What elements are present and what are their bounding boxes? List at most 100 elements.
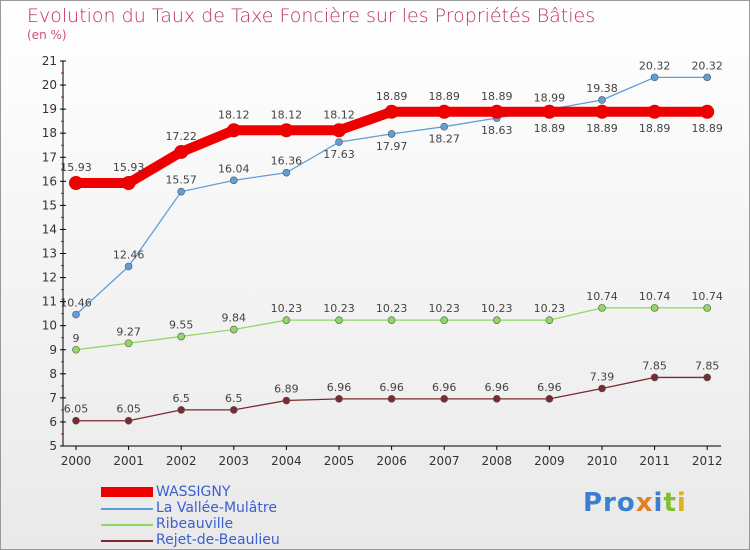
data-label: 20.32	[639, 59, 671, 72]
data-point	[282, 396, 291, 405]
legend-swatch	[101, 540, 153, 542]
data-point	[384, 104, 399, 119]
data-point	[598, 304, 606, 312]
data-label: 10.23	[376, 302, 408, 315]
data-point	[650, 373, 659, 382]
data-point	[387, 395, 396, 403]
data-point	[542, 104, 557, 119]
data-label: 10.23	[481, 302, 513, 315]
data-point	[279, 123, 294, 138]
data-label: 18.27	[428, 133, 460, 146]
data-label: 10.74	[639, 290, 671, 303]
y-tick-label: 15	[42, 198, 57, 212]
data-point	[492, 316, 501, 324]
data-label: 18.89	[376, 90, 408, 103]
data-point	[335, 395, 343, 403]
legend-label: La Vallée-Mulâtre	[156, 500, 277, 516]
legend-label: Ribeauville	[156, 516, 234, 532]
data-point	[72, 345, 80, 354]
data-point	[230, 176, 238, 185]
data-label: 16.36	[271, 155, 303, 168]
y-tick-label: 19	[42, 102, 57, 116]
data-label: 9.55	[169, 319, 194, 332]
data-label: 12.46	[113, 248, 145, 261]
data-point	[72, 310, 80, 319]
data-label: 6.05	[116, 403, 141, 416]
y-tick-label: 20	[42, 78, 57, 92]
data-label: 18.89	[639, 122, 671, 135]
data-label: 18.89	[534, 122, 566, 135]
data-point	[387, 316, 396, 324]
data-point	[72, 416, 80, 425]
data-label: 15.93	[113, 161, 145, 174]
x-tick-label: 2008	[482, 454, 513, 468]
data-point	[177, 332, 185, 341]
y-tick-label: 16	[42, 174, 57, 188]
data-point	[440, 316, 449, 324]
data-point	[335, 316, 343, 324]
x-tick-label: 2002	[166, 454, 197, 468]
x-tick-label: 2006	[376, 454, 407, 468]
data-point	[492, 395, 501, 403]
data-point	[703, 373, 712, 382]
data-label: 18.99	[534, 91, 566, 104]
data-label: 18.89	[481, 90, 513, 103]
data-label: 9.84	[222, 312, 247, 325]
data-label: 17.97	[376, 140, 408, 153]
data-label: 15.93	[60, 161, 92, 174]
y-tick-label: 21	[42, 54, 57, 68]
data-label: 15.57	[165, 174, 197, 187]
data-point	[703, 73, 712, 82]
y-tick-label: 5	[49, 439, 57, 453]
data-point	[282, 316, 291, 324]
data-label: 18.89	[586, 122, 618, 135]
data-label: 17.22	[165, 130, 197, 143]
data-label: 10.23	[271, 302, 303, 315]
y-tick-label: 13	[42, 247, 57, 261]
y-tick-label: 10	[42, 319, 57, 333]
data-point	[124, 416, 133, 425]
data-label: 17.63	[323, 148, 355, 161]
data-label: 6.5	[225, 392, 243, 405]
y-tick-label: 6	[49, 415, 57, 429]
data-point	[230, 406, 238, 414]
x-tick-label: 2004	[271, 454, 302, 468]
data-label: 10.46	[60, 297, 92, 310]
data-point	[650, 73, 659, 82]
chart-title: Evolution du Taux de Taxe Foncière sur l…	[27, 5, 596, 27]
data-point	[335, 138, 343, 146]
data-point	[489, 104, 504, 119]
data-label: 16.04	[218, 162, 250, 175]
data-label: 10.23	[534, 302, 566, 315]
data-point	[69, 175, 83, 190]
data-label: 6.96	[485, 381, 510, 394]
legend-swatch	[101, 508, 153, 510]
data-label: 18.12	[323, 108, 355, 121]
data-label: 6.96	[379, 381, 404, 394]
y-tick-label: 14	[42, 222, 57, 236]
data-label: 6.96	[432, 381, 457, 394]
data-label: 18.63	[481, 124, 513, 137]
x-tick-label: 2003	[219, 454, 250, 468]
data-point	[177, 406, 185, 414]
data-label: 18.89	[428, 90, 460, 103]
data-label: 6.96	[537, 381, 562, 394]
y-tick-label: 8	[49, 367, 57, 381]
legend-label: Rejet-de-Beaulieu	[156, 532, 280, 548]
data-label: 6.96	[327, 381, 352, 394]
data-label: 18.12	[271, 108, 303, 121]
data-label: 9.27	[116, 325, 141, 338]
x-tick-label: 2007	[429, 454, 460, 468]
y-tick-label: 11	[42, 295, 57, 309]
data-point	[226, 123, 241, 138]
x-tick-label: 2001	[113, 454, 144, 468]
y-unit: (en %)	[27, 28, 67, 42]
y-tick-label: 9	[49, 343, 57, 357]
data-point	[647, 104, 662, 119]
x-tick-label: 2010	[587, 454, 618, 468]
data-point	[703, 304, 712, 312]
y-tick-label: 12	[42, 271, 57, 285]
data-point	[230, 325, 238, 334]
